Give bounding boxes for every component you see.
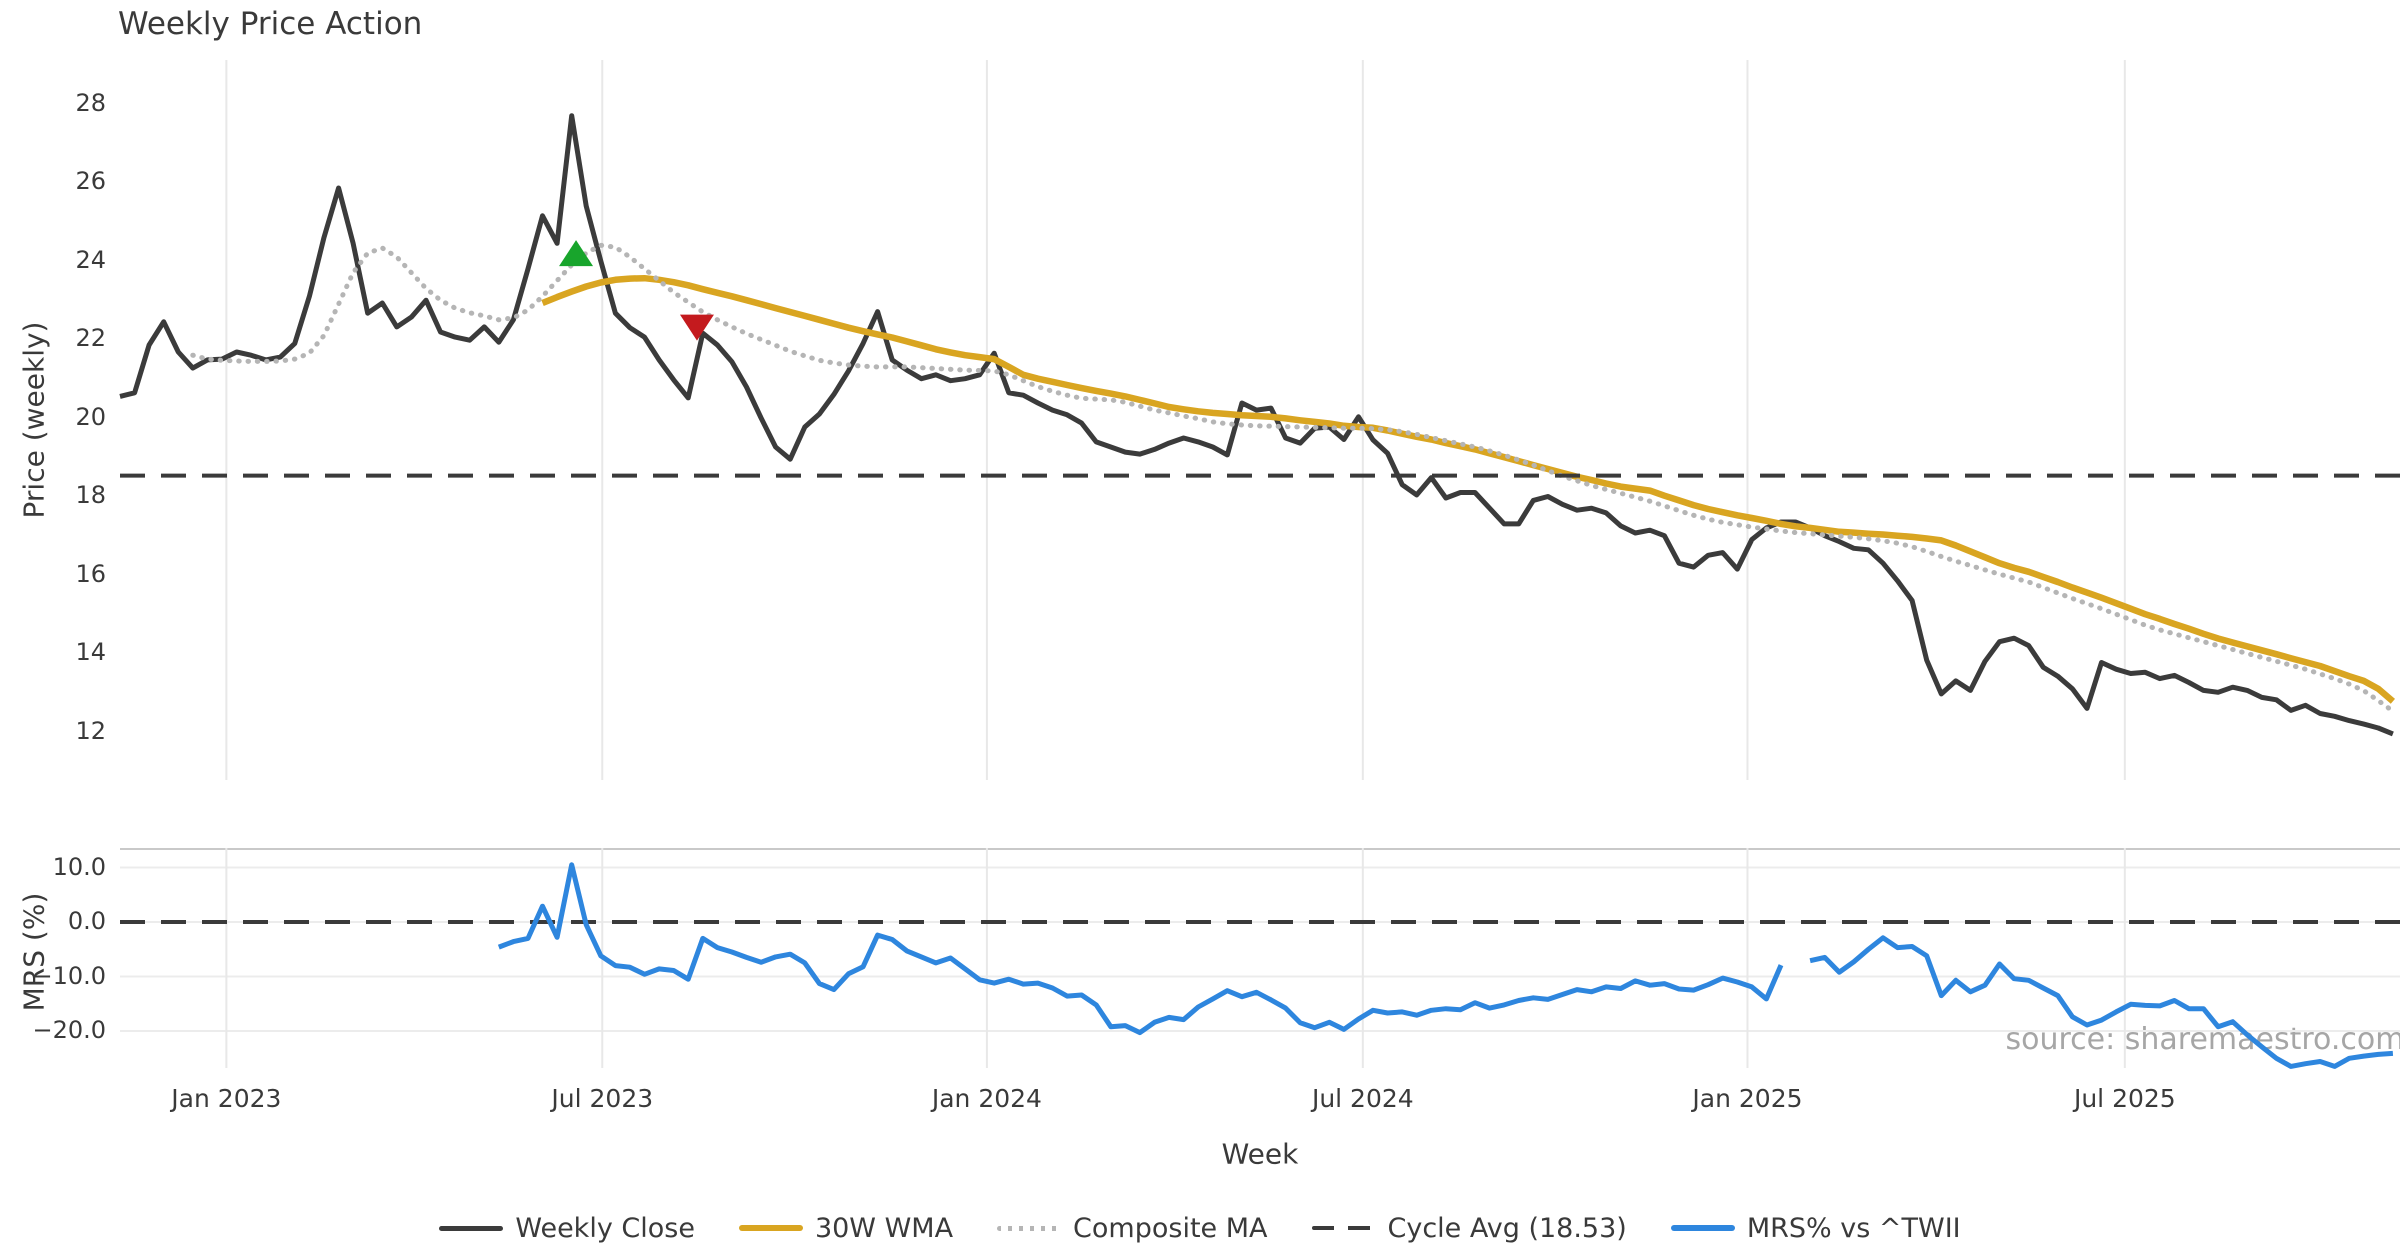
- price-tick-label: 18: [75, 481, 106, 510]
- price-tick-label: 24: [75, 245, 106, 274]
- source-watermark: source: sharemaestro.com: [2005, 1022, 2400, 1057]
- legend-swatch-dotted-line: [997, 1225, 1062, 1231]
- week-tick-label: Jan 2023: [171, 1084, 282, 1113]
- price-tick-label: 16: [75, 559, 106, 588]
- week-tick-label: Jan 2024: [931, 1084, 1042, 1113]
- legend-swatch-solid-line: [1670, 1225, 1735, 1231]
- price-tick-label: 28: [75, 88, 106, 117]
- week-tick-label: Jul 2023: [551, 1084, 654, 1113]
- chart-legend: Weekly Close 30W WMA Composite MA Cycle Avg…: [0, 1208, 2400, 1248]
- mrs-tick-label: −10.0: [32, 961, 106, 990]
- mrs-tick-label: 0.0: [67, 907, 106, 935]
- legend-swatch-solid-line: [439, 1225, 504, 1231]
- mrs-line: [497, 862, 2394, 1069]
- week-tick-label: Jan 2025: [1692, 1084, 1803, 1113]
- price-panel-plot: [119, 60, 2400, 780]
- legend-label: Cycle Avg (18.53): [1387, 1212, 1627, 1244]
- weekly-close-line: [119, 113, 2394, 737]
- legend-item: Composite MA: [997, 1212, 1268, 1244]
- mrs-tick-label: −20.0: [32, 1016, 106, 1044]
- price-tick-label: 20: [75, 402, 106, 431]
- legend-label: Composite MA: [1073, 1212, 1268, 1244]
- legend-item: Cycle Avg (18.53): [1311, 1212, 1627, 1244]
- legend-item: Weekly Close: [439, 1213, 695, 1244]
- legend-item: 30W WMA: [738, 1212, 954, 1244]
- sell-signal-icon: [679, 314, 714, 341]
- composite-ma-line: [190, 242, 2396, 714]
- mrs-tick-label: 10.0: [52, 852, 106, 881]
- legend-swatch-solid-line: [738, 1225, 803, 1231]
- price-tick-label: 26: [75, 167, 106, 196]
- wma-line: [541, 274, 2396, 704]
- week-tick-label: Jul 2025: [2073, 1084, 2176, 1113]
- price-tick-label: 14: [75, 638, 106, 667]
- price-tick-label: 22: [75, 324, 106, 353]
- legend-label: 30W WMA: [814, 1212, 954, 1244]
- legend-item: MRS% vs ^TWII: [1670, 1212, 1961, 1244]
- legend-label: MRS% vs ^TWII: [1746, 1212, 1961, 1244]
- buy-signal-icon: [559, 240, 594, 267]
- week-tick-label: Jul 2024: [1311, 1084, 1414, 1113]
- legend-swatch-dashed-line: [1311, 1226, 1376, 1230]
- week-axis-label: Week: [1221, 1137, 1299, 1171]
- legend-label: Weekly Close: [515, 1212, 695, 1244]
- chart-title: Weekly Price Action: [118, 6, 423, 42]
- price-tick-label: 12: [75, 716, 106, 745]
- mrs-panel-plot: [120, 848, 2400, 1069]
